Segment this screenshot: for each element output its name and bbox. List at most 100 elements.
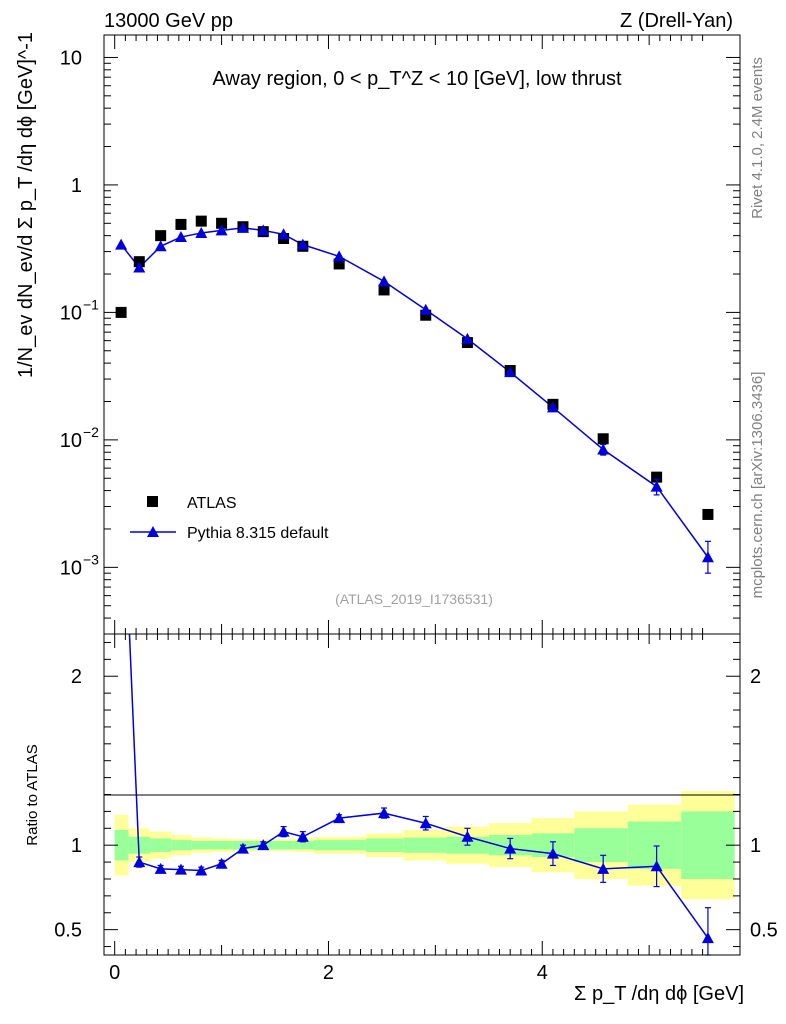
ratio-point bbox=[277, 825, 290, 837]
mc-point bbox=[215, 224, 228, 236]
x-tick-label: 4 bbox=[537, 962, 548, 984]
mc-point bbox=[174, 231, 187, 243]
main-y-axis-label: 1/N_ev dN_ev/d Σ p_T /dη dϕ [GeV]^-1 bbox=[15, 32, 37, 378]
ratio-line-group bbox=[128, 633, 709, 939]
atlas-data-group bbox=[115, 215, 714, 520]
ratio-point bbox=[236, 842, 249, 854]
main-y-tick-base: 10 bbox=[60, 557, 82, 579]
legend-atlas-label: ATLAS bbox=[187, 495, 237, 512]
ratio-inner-band bbox=[403, 837, 447, 853]
ratio-point bbox=[133, 856, 146, 868]
main-title: Away region, 0 < p_T^Z < 10 [GeV], low t… bbox=[212, 68, 622, 90]
mc-point bbox=[333, 250, 346, 262]
ratio-y-tick-label-right: 2 bbox=[750, 666, 761, 688]
main-y-tick-base: 10 bbox=[60, 430, 82, 452]
main-y-tick-label: 10 bbox=[60, 47, 82, 69]
mc-point bbox=[296, 238, 309, 250]
ratio-inner-band bbox=[191, 840, 212, 850]
ratio-point bbox=[378, 807, 391, 819]
legend-atlas-marker bbox=[147, 496, 158, 507]
main-y-tick-base: 10 bbox=[60, 302, 82, 324]
mc-markers-group bbox=[115, 221, 714, 574]
ratio-inner-band bbox=[365, 838, 404, 852]
legend-mc-marker bbox=[147, 526, 159, 537]
mc-point bbox=[419, 303, 432, 315]
atlas-data-point bbox=[651, 471, 663, 483]
mc-point bbox=[277, 228, 290, 240]
ratio-y-axis-label: Ratio to ATLAS bbox=[24, 744, 41, 845]
main-y-tick-label: 1 bbox=[71, 175, 82, 197]
main-y-tick-exponent: −2 bbox=[83, 424, 99, 440]
main-y-tick-label: 10 −3 bbox=[60, 551, 99, 579]
atlas-data-point bbox=[597, 433, 609, 445]
atlas-data-point bbox=[195, 215, 207, 227]
ratio-uncertainty-bands bbox=[114, 791, 735, 900]
main-y-tick-value: 10 bbox=[60, 47, 82, 69]
atlas-data-point bbox=[420, 309, 432, 321]
ratio-inner-band bbox=[293, 840, 314, 850]
ratio-inner-band bbox=[114, 829, 129, 861]
process-label: Z (Drell-Yan) bbox=[620, 10, 733, 32]
ratio-point bbox=[257, 839, 270, 851]
ratio-inner-band bbox=[273, 840, 294, 850]
main-y-tick-exponent: −3 bbox=[83, 551, 99, 567]
atlas-data-point bbox=[115, 306, 127, 318]
ratio-inner-band bbox=[211, 840, 233, 850]
ratio-inner-band bbox=[681, 811, 735, 879]
x-tick-label: 0 bbox=[109, 962, 120, 984]
main-y-tick-label: 10 −1 bbox=[60, 296, 99, 324]
atlas-data-point bbox=[175, 218, 187, 230]
ratio-markers-group bbox=[133, 807, 714, 956]
legend: ATLAS Pythia 8.315 default bbox=[130, 495, 329, 542]
ratio-point bbox=[650, 860, 663, 872]
main-frame bbox=[103, 34, 741, 635]
mc-point bbox=[257, 224, 270, 236]
ratio-axis-ticks bbox=[104, 634, 740, 955]
ratio-point bbox=[296, 830, 309, 842]
mc-point bbox=[504, 366, 517, 378]
atlas-data-point bbox=[155, 230, 167, 242]
mc-point bbox=[115, 238, 128, 250]
mc-point bbox=[154, 240, 167, 252]
mc-point bbox=[133, 261, 146, 273]
ratio-point bbox=[504, 842, 517, 854]
ratio-point bbox=[597, 862, 610, 874]
x-axis-label: Σ p_T /dη dϕ [GeV] bbox=[574, 983, 744, 1005]
mc-point bbox=[378, 275, 391, 287]
ratio-point bbox=[333, 812, 346, 824]
ratio-point bbox=[546, 847, 559, 859]
atlas-data-point bbox=[333, 258, 345, 270]
mc-point bbox=[701, 551, 714, 563]
rivet-version-label: Rivet 4.1.0, 2.4M events bbox=[749, 57, 766, 219]
mc-point bbox=[461, 332, 474, 344]
ratio-inner-band bbox=[149, 838, 172, 852]
legend-mc-label: Pythia 8.315 default bbox=[187, 525, 329, 542]
atlas-data-point bbox=[378, 284, 390, 296]
mc-point bbox=[650, 480, 663, 492]
ratio-panel: 0.5 0.5 1 1 2 2 0 2 4 Ratio to ATLAS Σ p_T /dη … bbox=[24, 633, 778, 1005]
ratio-inner-band bbox=[627, 821, 682, 869]
ratio-point bbox=[154, 862, 167, 874]
ratio-inner-band bbox=[313, 840, 366, 851]
atlas-data-point bbox=[216, 217, 228, 229]
ratio-line bbox=[128, 633, 709, 939]
main-axis-ticks bbox=[104, 35, 740, 635]
mc-point bbox=[546, 401, 559, 413]
ratio-y-tick-label-right: 0.5 bbox=[750, 920, 778, 942]
ratio-point bbox=[701, 932, 714, 944]
ratio-point bbox=[174, 863, 187, 875]
ratio-point bbox=[419, 817, 432, 829]
main-y-tick-label: 10 −2 bbox=[60, 424, 99, 452]
ratio-point bbox=[461, 830, 474, 842]
mcplots-label: mcplots.cern.ch [arXiv:1306.3436] bbox=[749, 372, 766, 599]
mc-point bbox=[236, 221, 249, 233]
atlas-data-point bbox=[702, 508, 714, 520]
analysis-reference: (ATLAS_2019_I1736531) bbox=[335, 591, 493, 607]
ratio-y-tick-label-right: 1 bbox=[750, 835, 761, 857]
main-y-tick-value: 1 bbox=[71, 175, 82, 197]
ratio-point bbox=[195, 864, 208, 876]
x-tick-label: 2 bbox=[323, 962, 334, 984]
